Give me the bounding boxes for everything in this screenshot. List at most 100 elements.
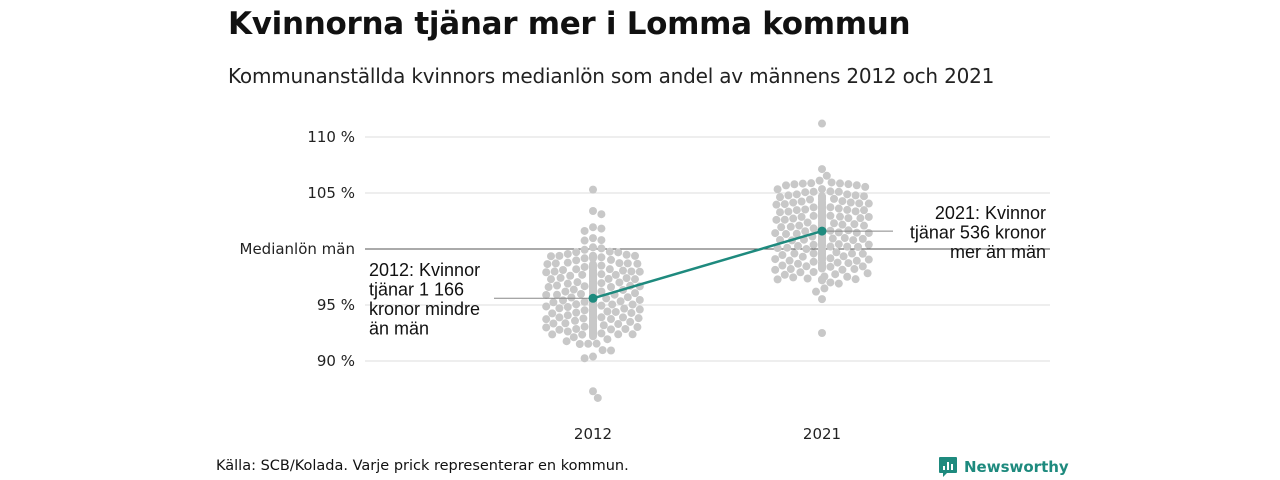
swarm-dot-2021-16 [809, 187, 818, 196]
swarm-dot-2012-3 [589, 223, 597, 232]
swarm-dot-2021-23 [860, 192, 868, 201]
brand-logo: Newsworthy [938, 456, 1069, 478]
swarm-dot-2021-42 [864, 199, 873, 208]
swarm-dot-2021-113 [777, 223, 786, 232]
swarm-dot-2012-286 [598, 346, 607, 355]
swarm-dot-2012-76 [604, 274, 613, 283]
y-tick-label-4: 90 % [317, 352, 355, 370]
swarm-dot-2012-214 [627, 308, 636, 317]
swarm-dot-2021-287 [834, 279, 843, 288]
swarm-dot-2021-141 [801, 227, 810, 236]
swarm-dot-2021-290 [818, 295, 826, 304]
swarm-dot-2012-215 [548, 309, 557, 318]
swarm-dot-2021-227 [778, 251, 787, 260]
swarm-dot-2021-5 [807, 179, 816, 188]
swarm-dot-2021-48 [826, 203, 835, 212]
swarm-dot-2012-44 [619, 266, 627, 275]
swarm-dot-2012-48 [635, 267, 644, 276]
annotation-2012-line-3: än män [369, 319, 429, 339]
swarm-dot-2021-79 [797, 212, 806, 221]
swarm-dot-2012-145 [542, 290, 551, 299]
swarm-dot-2021-7 [798, 179, 807, 188]
swarm-dot-2012-30 [551, 259, 560, 268]
swarm-dot-2012-111 [607, 282, 615, 291]
swarm-dot-2012-197 [542, 302, 551, 311]
swarm-dot-2012-279 [589, 332, 597, 341]
swarm-dot-2012-229 [555, 313, 564, 322]
y-tick-label-3: 95 % [317, 296, 355, 314]
swarm-dot-2021-63 [851, 207, 860, 216]
annotation-2012-line-0: 2012: Kvinnor [369, 260, 480, 280]
swarm-dot-2021-200 [826, 242, 835, 251]
swarm-dot-2021-167 [858, 234, 867, 243]
swarm-dot-2012-90 [615, 278, 624, 287]
swarm-dot-2012-282 [562, 337, 571, 346]
swarm-dot-2021-163 [840, 234, 849, 243]
swarm-dot-2012-222 [563, 311, 572, 320]
annotation-2021-line-2: mer än män [950, 242, 1046, 262]
swarm-dot-2012-228 [619, 313, 627, 322]
swarm-dot-2021-15 [826, 187, 835, 196]
swarm-dot-2021-170 [849, 236, 858, 245]
swarm-dot-2012-22 [597, 253, 606, 262]
swarm-dot-2021-2 [822, 171, 831, 180]
swarm-dot-2012-14 [614, 248, 623, 257]
swarm-dot-2012-200 [555, 304, 564, 313]
swarm-dot-2012-20 [547, 252, 555, 261]
swarm-dot-2012-178 [580, 297, 589, 306]
swarm-dot-2012-213 [572, 308, 581, 317]
swarm-dot-2012-19 [631, 251, 639, 260]
swarm-dot-2012-252 [580, 322, 589, 331]
swarm-dot-2021-224 [858, 249, 867, 258]
swarm-dot-2012-198 [563, 303, 572, 312]
swarm-dot-2021-286 [826, 278, 835, 287]
swarm-dot-2012-15 [563, 249, 572, 258]
swarm-dot-2012-255 [542, 323, 551, 332]
swarm-dot-2012-112 [544, 283, 553, 292]
swarm-dot-2021-266 [818, 264, 826, 273]
swarm-dot-2021-99 [850, 220, 859, 229]
swarm-dot-2021-148 [782, 230, 790, 239]
swarm-dot-2012-104 [553, 281, 561, 290]
swarm-dot-2012-46 [550, 267, 559, 276]
swarm-dot-2012-95 [563, 279, 572, 288]
swarm-dot-2021-143 [852, 228, 861, 237]
swarm-dot-2012-40 [605, 265, 614, 274]
x-axis-ticks: 2012 2021 [574, 425, 841, 443]
highlight-point-2021 [817, 226, 827, 236]
swarm-dot-2012-245 [549, 319, 558, 328]
swarm-dot-2012-36 [580, 262, 589, 271]
swarm-dot-2021-19 [843, 190, 852, 199]
swarm-dot-2021-95 [830, 219, 838, 228]
swarm-dot-2012-70 [556, 273, 565, 282]
source-note: Källa: SCB/Kolada. Varje prick represent… [216, 458, 629, 474]
swarm-dot-2012-253 [633, 323, 642, 332]
swarm-dot-2021-34 [806, 195, 814, 204]
swarm-dot-2021-66 [776, 208, 784, 217]
swarm-dot-2012-31 [633, 259, 642, 268]
swarm-dot-2021-285 [818, 276, 826, 285]
swarm-dot-2012-11 [580, 245, 589, 254]
chart-subtitle: Kommunanställda kvinnors medianlön som a… [228, 64, 995, 88]
swarm-dot-2012-32 [543, 260, 552, 269]
swarm-dot-2021-249 [809, 257, 818, 266]
swarm-dot-2012-4 [597, 224, 606, 233]
swarm-dot-2012-189 [608, 300, 617, 309]
swarm-dot-2012-8 [580, 236, 589, 245]
swarm-dot-2012-12 [605, 247, 614, 256]
swarm-dot-2021-86 [789, 214, 798, 223]
swarm-dot-2012-7 [597, 236, 606, 245]
highlight-series [588, 226, 827, 303]
swarm-dot-2012-78 [547, 275, 555, 284]
swarm-dot-2021-291 [818, 329, 826, 337]
swarm-dot-2021-144 [864, 228, 873, 237]
swarm-dot-2012-285 [575, 340, 584, 349]
swarm-dot-2012-130 [561, 287, 570, 296]
swarm-dot-2021-64 [784, 207, 793, 216]
swarm-dot-2012-290 [589, 387, 597, 396]
swarm-dot-2021-288 [820, 284, 829, 293]
swarm-dot-2021-4 [827, 178, 836, 187]
swarm-dot-2021-9 [790, 180, 799, 189]
swarm-dot-2012-276 [578, 330, 587, 339]
